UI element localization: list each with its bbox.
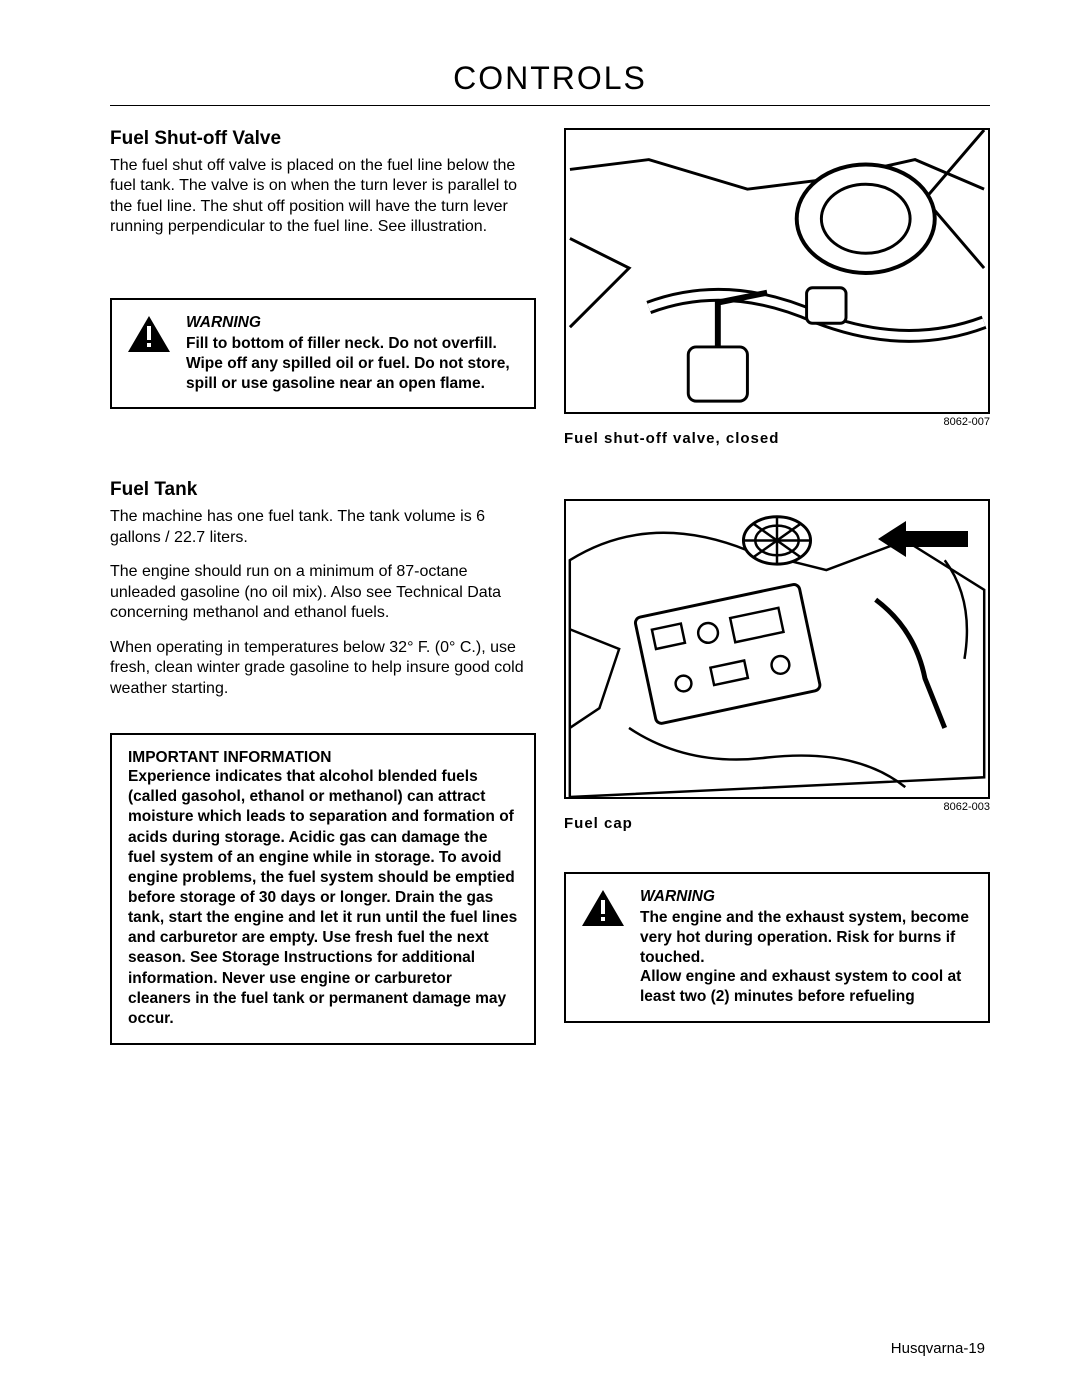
- important-info-text: Experience indicates that alcohol blende…: [128, 767, 518, 1029]
- fuel-shutoff-heading: Fuel Shut-off Valve: [110, 128, 536, 150]
- important-info-heading: IMPORTANT INFORMATION: [128, 749, 518, 767]
- page-title: CONTROLS: [110, 60, 990, 97]
- illustration-shutoff-valve: [566, 130, 988, 412]
- figure2-caption: Fuel cap: [564, 815, 990, 832]
- warning-triangle-icon: [126, 314, 172, 354]
- figure2-number: 8062-003: [564, 801, 990, 813]
- figure-fuel-cap: [564, 499, 990, 799]
- fuel-tank-p3: When operating in temperatures below 32°…: [110, 638, 536, 699]
- important-info-box: IMPORTANT INFORMATION Experience indicat…: [110, 733, 536, 1045]
- fuel-shutoff-body: The fuel shut off valve is placed on the…: [110, 156, 536, 238]
- warning-text-hot: The engine and the exhaust system, becom…: [640, 908, 972, 1007]
- warning-label-hot: WARNING: [640, 888, 972, 906]
- fuel-tank-p1: The machine has one fuel tank. The tank …: [110, 507, 536, 548]
- page-footer: Husqvarna-19: [891, 1340, 985, 1357]
- fuel-tank-p2: The engine should run on a minimum of 87…: [110, 562, 536, 623]
- two-column-layout: Fuel Shut-off Valve The fuel shut off va…: [110, 128, 990, 1053]
- warning-text-fill: Fill to bottom of filler neck. Do not ov…: [186, 334, 518, 393]
- right-column: 8062-007 Fuel shut-off valve, closed: [564, 128, 990, 1053]
- title-divider: [110, 105, 990, 106]
- figure-fuel-shutoff-valve: [564, 128, 990, 414]
- warning-triangle-icon: [580, 888, 626, 928]
- warning-box-fill: WARNING Fill to bottom of filler neck. D…: [110, 298, 536, 409]
- figure1-number: 8062-007: [564, 416, 990, 428]
- warning-label: WARNING: [186, 314, 518, 332]
- left-column: Fuel Shut-off Valve The fuel shut off va…: [110, 128, 536, 1053]
- warning-box-hot: WARNING The engine and the exhaust syste…: [564, 872, 990, 1023]
- figure1-caption: Fuel shut-off valve, closed: [564, 430, 990, 447]
- arrow-indicator-icon: [878, 519, 968, 559]
- fuel-tank-heading: Fuel Tank: [110, 479, 536, 501]
